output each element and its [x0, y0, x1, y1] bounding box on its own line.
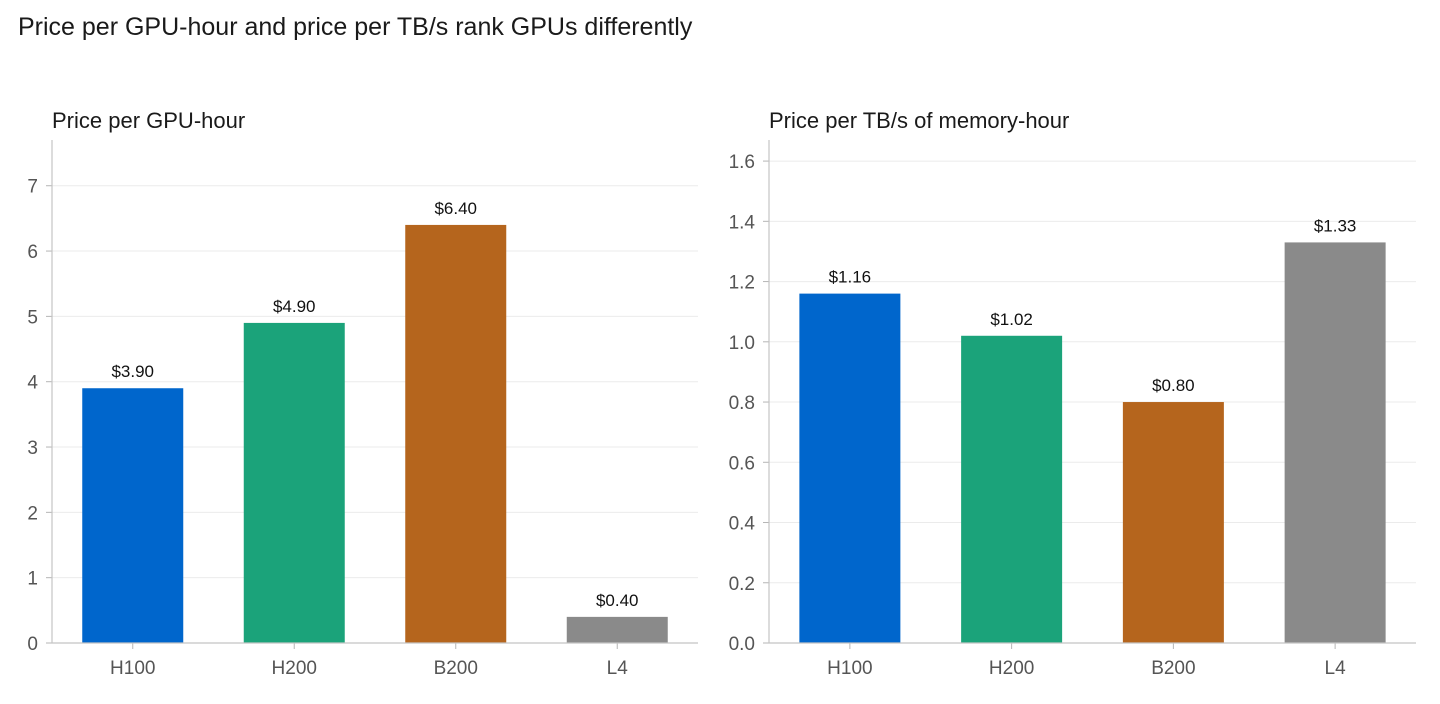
- panel-title-tbs-hour: Price per TB/s of memory-hour: [769, 108, 1069, 133]
- panel-title-gpu-hour: Price per GPU-hour: [52, 108, 245, 133]
- y-tick-label: 7: [27, 177, 38, 198]
- bar-h100: [82, 388, 184, 643]
- y-tick-label: 1.6: [729, 152, 755, 173]
- data-label-h200: $4.90: [273, 297, 316, 316]
- y-tick-label: 0: [27, 634, 38, 655]
- bar-h200: [961, 335, 1063, 643]
- y-tick-label: 0.2: [729, 574, 755, 595]
- x-tick-label-b200: B200: [434, 658, 478, 679]
- y-tick-label: 1.2: [729, 273, 755, 294]
- data-label-h100: $3.90: [111, 362, 154, 381]
- data-label-l4: $0.40: [596, 591, 639, 610]
- x-tick-label-l4: L4: [1325, 658, 1347, 679]
- y-tick-label: 1: [27, 569, 38, 590]
- data-label-b200: $6.40: [434, 199, 477, 218]
- y-tick-label: 4: [27, 373, 38, 394]
- y-tick-label: 1.0: [729, 333, 755, 354]
- y-tick-label: 3: [27, 438, 38, 459]
- data-label-h100: $1.16: [829, 268, 872, 287]
- x-tick-label-h200: H200: [989, 658, 1034, 679]
- y-tick-label: 2: [27, 503, 38, 524]
- bar-l4: [1284, 242, 1386, 644]
- y-tick-label: 0.8: [729, 393, 755, 414]
- bar-b200: [405, 224, 507, 644]
- y-tick-label: 6: [27, 242, 38, 263]
- x-tick-label-l4: L4: [607, 658, 629, 679]
- x-tick-label-h200: H200: [272, 658, 317, 679]
- chart-panel-gpu-hour: Price per GPU-hour 0 1 2 3 4 5 6 7 $3.90 H100 $4.9…: [27, 108, 698, 679]
- data-label-l4: $1.33: [1314, 216, 1357, 235]
- x-tick-label-h100: H100: [827, 658, 872, 679]
- data-label-h200: $1.02: [990, 310, 1033, 329]
- figure-title: Price per GPU-hour and price per TB/s ra…: [18, 13, 693, 41]
- x-tick-label-h100: H100: [110, 658, 155, 679]
- bar-h100: [799, 293, 901, 643]
- bar-h200: [243, 322, 345, 643]
- y-tick-label: 0.4: [729, 514, 756, 535]
- bar-b200: [1122, 402, 1224, 643]
- chart-panel-tbs-hour: Price per TB/s of memory-hour 0.0 0.2 0.4 0…: [729, 108, 1416, 679]
- y-tick-label: 0.0: [729, 634, 755, 655]
- bar-l4: [566, 616, 668, 643]
- y-tick-label: 1.4: [729, 212, 756, 233]
- y-tick-label: 0.6: [729, 453, 755, 474]
- x-tick-label-b200: B200: [1151, 658, 1195, 679]
- y-tick-label: 5: [27, 307, 38, 328]
- data-label-b200: $0.80: [1152, 376, 1195, 395]
